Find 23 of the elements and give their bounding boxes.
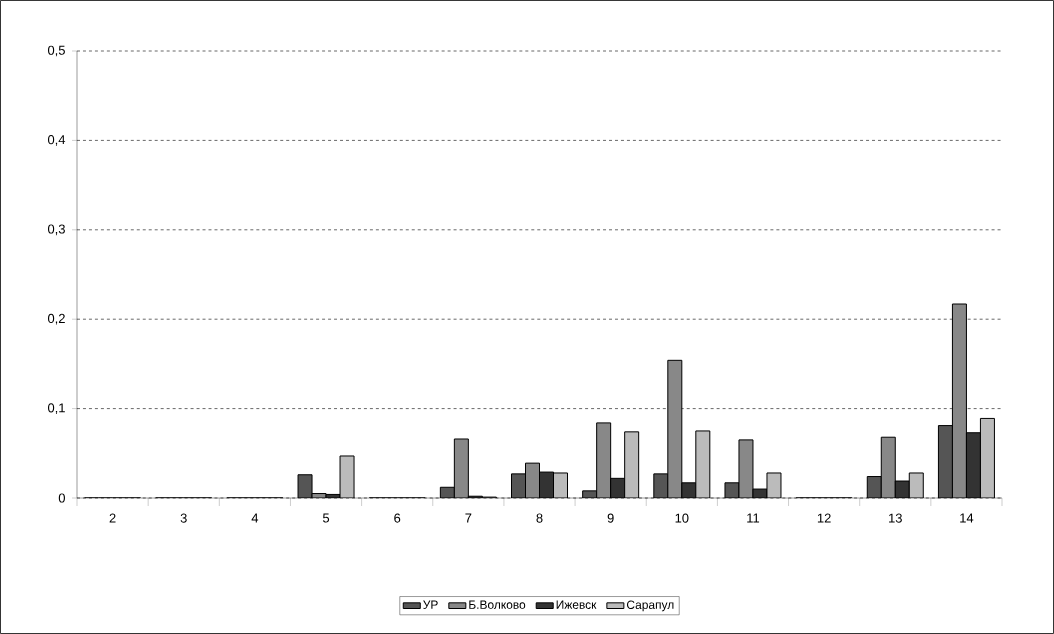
x-tick-label: 5 bbox=[322, 513, 330, 523]
x-tick-label: 9 bbox=[607, 513, 614, 523]
x-tick-label: 12 bbox=[817, 513, 831, 523]
x-tick-label: 6 bbox=[394, 513, 401, 523]
y-tick-label: 0,2 bbox=[47, 313, 65, 325]
legend-label: Ижевск bbox=[556, 600, 597, 609]
x-tick-label: 2 bbox=[109, 513, 116, 523]
legend-label: Б.Волково bbox=[469, 600, 526, 609]
x-tick-label: 4 bbox=[251, 513, 259, 523]
legend-label: Сарапул bbox=[626, 600, 674, 612]
y-tick-label: 0,1 bbox=[47, 403, 65, 414]
x-tick-label: 10 bbox=[675, 513, 689, 523]
y-tick-label: 0,3 bbox=[47, 224, 65, 236]
y-tick-label: 0,5 bbox=[47, 45, 65, 57]
x-tick-label: 7 bbox=[465, 513, 472, 523]
x-tick-label: 14 bbox=[960, 513, 974, 523]
x-tick-label: 8 bbox=[536, 513, 543, 523]
x-tick-label: 3 bbox=[180, 513, 187, 523]
y-tick-label: 0 bbox=[58, 493, 65, 503]
y-tick-label: 0,4 bbox=[47, 135, 66, 146]
legend-label: УР bbox=[423, 600, 438, 609]
x-tick-label: 13 bbox=[889, 513, 902, 523]
x-tick-label: 11 bbox=[747, 513, 760, 523]
